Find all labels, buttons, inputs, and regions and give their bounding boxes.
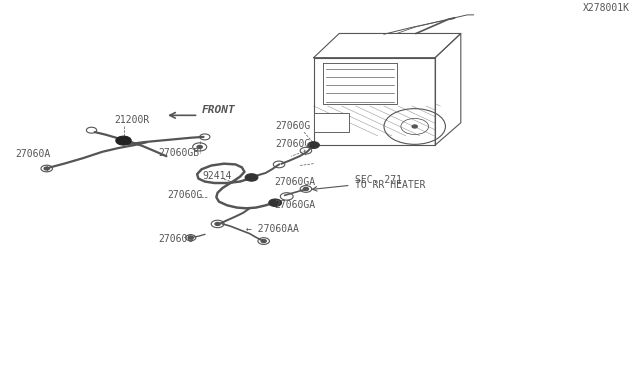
Circle shape	[116, 136, 131, 145]
Circle shape	[245, 174, 258, 181]
Circle shape	[44, 167, 49, 170]
Text: 27060GB: 27060GB	[159, 148, 200, 158]
Text: 27060G: 27060G	[275, 121, 310, 131]
Circle shape	[303, 187, 308, 190]
Text: FRONT: FRONT	[202, 105, 236, 115]
Text: ← 27060AA: ← 27060AA	[246, 224, 300, 234]
FancyBboxPatch shape	[314, 113, 349, 132]
Text: TO RR HEATER: TO RR HEATER	[355, 180, 426, 190]
Text: 27060A: 27060A	[15, 149, 51, 159]
Text: X278001K: X278001K	[584, 3, 630, 13]
Circle shape	[412, 125, 417, 128]
Text: 27060GA: 27060GA	[274, 200, 315, 210]
Text: 27060G: 27060G	[168, 190, 203, 200]
Text: 21200R: 21200R	[114, 115, 149, 125]
Circle shape	[188, 236, 193, 239]
Circle shape	[261, 240, 266, 243]
Circle shape	[308, 142, 319, 148]
Circle shape	[269, 199, 282, 206]
Text: 27060G: 27060G	[159, 234, 194, 244]
Circle shape	[215, 222, 220, 225]
Text: 92414: 92414	[202, 171, 232, 181]
Text: SEC. 271: SEC. 271	[355, 175, 402, 185]
Text: 27060G: 27060G	[275, 139, 310, 149]
Text: 27060GA: 27060GA	[274, 177, 315, 187]
Circle shape	[197, 145, 202, 148]
